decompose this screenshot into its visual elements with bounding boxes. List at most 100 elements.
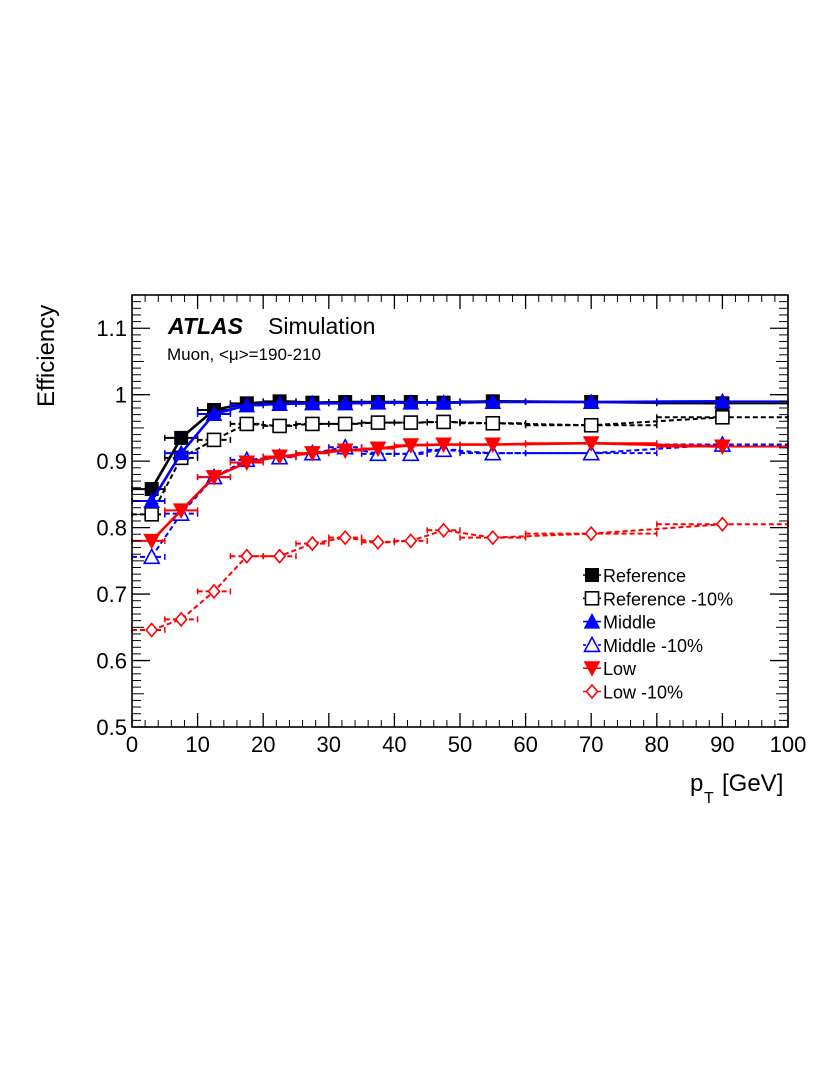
data-point bbox=[205, 470, 223, 486]
data-point bbox=[271, 395, 288, 411]
y-tick-label: 1.1 bbox=[96, 316, 127, 341]
data-point bbox=[582, 393, 600, 410]
series-layer bbox=[131, 392, 789, 638]
data-point bbox=[714, 439, 731, 456]
data-point bbox=[402, 438, 420, 454]
data-point bbox=[435, 437, 452, 454]
legend-label: Middle -10% bbox=[603, 636, 703, 656]
legend-label: Low -10% bbox=[603, 683, 683, 703]
data-point bbox=[582, 436, 600, 452]
legend-marker bbox=[583, 635, 601, 653]
x-tick-label: 20 bbox=[251, 732, 275, 757]
data-point bbox=[338, 529, 352, 546]
data-point bbox=[437, 522, 451, 539]
data-point bbox=[174, 430, 189, 445]
legend-item: Reference -10% bbox=[583, 589, 733, 609]
data-point bbox=[144, 507, 159, 522]
y-tick-label: 0.6 bbox=[96, 649, 127, 674]
legend-marker bbox=[583, 613, 601, 629]
data-point bbox=[714, 392, 731, 409]
data-point bbox=[582, 443, 601, 461]
legend-marker bbox=[583, 661, 601, 677]
data-point bbox=[484, 393, 502, 410]
data-point bbox=[273, 548, 287, 564]
x-tick-label: 0 bbox=[126, 732, 138, 757]
data-point bbox=[484, 437, 502, 454]
x-tick-label: 70 bbox=[579, 732, 603, 757]
data-point bbox=[305, 535, 319, 552]
data-point bbox=[336, 394, 354, 411]
data-point bbox=[145, 622, 159, 638]
x-tick-label: 30 bbox=[317, 732, 341, 757]
ticks-layer: 0 10 20 30 40 50 60 70 80 90 100 0.5 0.6 0.7 0.8 0.9 1 1.… bbox=[96, 294, 807, 757]
legend-item: Low bbox=[583, 659, 637, 679]
data-point bbox=[271, 449, 288, 466]
pileup-subtitle: Muon, <μ>=190-210 bbox=[167, 345, 321, 364]
data-point bbox=[143, 533, 161, 550]
data-point bbox=[174, 611, 188, 628]
legend-label: Reference -10% bbox=[603, 589, 733, 609]
data-point bbox=[370, 415, 386, 430]
x-axis-title-main: p bbox=[690, 770, 703, 797]
series-low-10 bbox=[131, 516, 789, 638]
x-tick-label: 100 bbox=[770, 732, 807, 757]
y-axis-title: Efficiency bbox=[33, 305, 60, 407]
legend-label: Middle bbox=[603, 613, 656, 633]
y-tick-label: 1 bbox=[115, 383, 127, 408]
legend-marker bbox=[585, 683, 599, 700]
legend-marker bbox=[585, 568, 599, 582]
data-point bbox=[205, 405, 223, 421]
legend-label: Low bbox=[603, 659, 637, 679]
x-tick-label: 40 bbox=[382, 732, 406, 757]
atlas-label: ATLAS bbox=[167, 313, 244, 339]
data-point bbox=[485, 415, 501, 431]
x-tick-label: 60 bbox=[513, 732, 537, 757]
x-tick-label: 10 bbox=[185, 732, 209, 757]
series-low bbox=[131, 436, 789, 550]
x-tick-label: 50 bbox=[448, 732, 472, 757]
data-point bbox=[369, 394, 387, 410]
data-point bbox=[172, 444, 190, 461]
data-point bbox=[371, 534, 385, 550]
y-tick-label: 0.8 bbox=[96, 516, 127, 541]
data-point bbox=[239, 416, 255, 432]
data-point bbox=[305, 416, 320, 432]
data-point bbox=[304, 446, 321, 462]
legend-item: Low -10% bbox=[583, 683, 683, 703]
legend: Reference Reference -10% Middle Middle -10%… bbox=[583, 566, 733, 703]
y-tick-label: 0.9 bbox=[96, 449, 127, 474]
y-tick-label: 0.7 bbox=[96, 582, 127, 607]
legend-item: Middle bbox=[583, 613, 656, 633]
data-point bbox=[369, 441, 387, 458]
data-point bbox=[142, 547, 161, 565]
data-point bbox=[240, 548, 254, 564]
legend-marker bbox=[584, 590, 600, 606]
series-middle bbox=[131, 392, 789, 509]
y-tick-label: 0.5 bbox=[96, 715, 127, 740]
data-point bbox=[715, 516, 729, 533]
data-point bbox=[172, 503, 190, 519]
data-point bbox=[436, 414, 451, 430]
data-point bbox=[584, 525, 598, 542]
legend-item: Reference bbox=[583, 566, 686, 586]
x-axis-title: p T [GeV] bbox=[690, 770, 783, 807]
legend-item: Middle -10% bbox=[583, 635, 703, 656]
data-point bbox=[337, 416, 353, 432]
x-axis-title-unit: [GeV] bbox=[722, 770, 783, 797]
data-point bbox=[715, 409, 730, 425]
data-point bbox=[238, 455, 256, 472]
data-point bbox=[336, 443, 354, 460]
data-point bbox=[207, 583, 221, 600]
simulation-label: Simulation bbox=[268, 313, 375, 339]
data-point bbox=[583, 417, 599, 433]
data-point bbox=[304, 394, 321, 411]
data-point bbox=[486, 529, 500, 546]
legend-label: Reference bbox=[603, 566, 686, 586]
data-point bbox=[238, 396, 256, 413]
data-point bbox=[404, 533, 418, 549]
data-point bbox=[206, 432, 222, 448]
x-tick-label: 80 bbox=[645, 732, 669, 757]
data-point bbox=[435, 394, 452, 410]
